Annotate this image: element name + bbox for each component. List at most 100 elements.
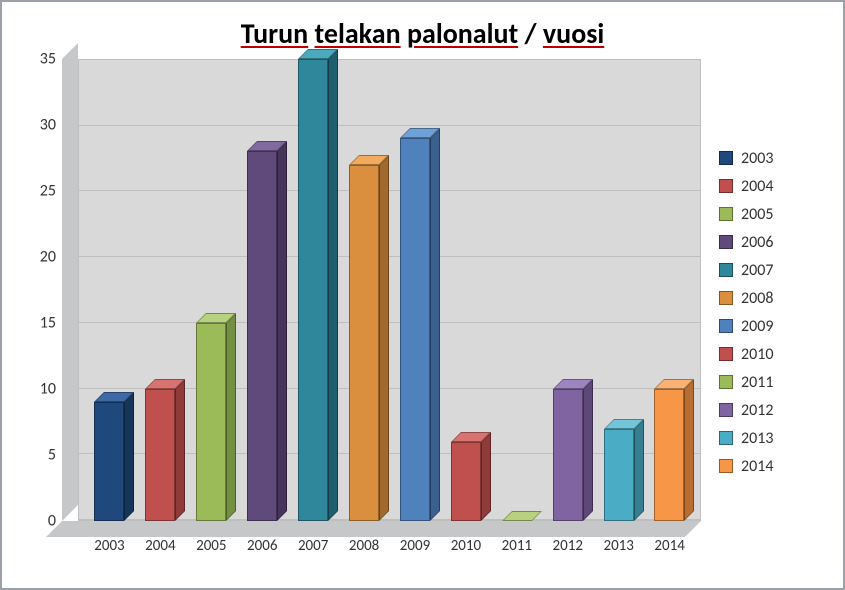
legend-label: 2014 (741, 457, 773, 476)
x-tick: 2006 (237, 537, 288, 565)
bar-side (583, 379, 593, 521)
bar-front (196, 323, 226, 521)
bar (247, 59, 277, 521)
legend-item: 2003 (719, 149, 829, 168)
legend-label: 2010 (741, 345, 773, 364)
bar-side (175, 379, 185, 521)
legend-label: 2008 (741, 289, 773, 308)
legend-item: 2008 (719, 289, 829, 308)
bar (349, 59, 379, 521)
bar-front (604, 429, 634, 521)
bar-side (430, 128, 440, 521)
legend-swatch (719, 459, 733, 473)
bar-top (502, 511, 542, 521)
legend-swatch (719, 151, 733, 165)
title-word-3: palonalut (407, 16, 518, 51)
legend-label: 2012 (741, 401, 773, 420)
bar (145, 59, 175, 521)
legend-label: 2004 (741, 177, 773, 196)
legend-item: 2010 (719, 345, 829, 364)
legend-item: 2005 (719, 205, 829, 224)
y-tick: 25 (40, 182, 56, 201)
x-tick: 2003 (84, 537, 135, 565)
legend-swatch (719, 291, 733, 305)
x-tick: 2007 (288, 537, 339, 565)
legend-item: 2006 (719, 233, 829, 252)
floor (46, 521, 701, 537)
x-tick: 2011 (491, 537, 542, 565)
x-tick: 2005 (186, 537, 237, 565)
y-tick: 20 (40, 248, 56, 267)
legend-swatch (719, 403, 733, 417)
legend-swatch (719, 431, 733, 445)
bar (94, 59, 124, 521)
legend-swatch (719, 207, 733, 221)
legend-swatch (719, 375, 733, 389)
x-tick: 2008 (339, 537, 390, 565)
x-tick: 2014 (644, 537, 695, 565)
y-tick: 35 (40, 50, 56, 69)
bar (654, 59, 684, 521)
bar-side (684, 379, 694, 521)
bar-side (481, 432, 491, 521)
legend-swatch (719, 319, 733, 333)
y-axis: 05101520253035 (16, 59, 62, 565)
bar-front (94, 402, 124, 521)
bar-front (654, 389, 684, 521)
title-word-1: Turun (241, 16, 308, 51)
bar-front (400, 138, 430, 521)
bars-container (78, 59, 701, 521)
legend-item: 2011 (719, 373, 829, 392)
bar-side (277, 141, 287, 521)
x-tick: 2009 (390, 537, 441, 565)
legend-swatch (719, 235, 733, 249)
bar (604, 59, 634, 521)
chart-frame: Turun telakan palonalut / vuosi 05101520… (0, 0, 845, 590)
bar-side (226, 313, 236, 521)
legend-item: 2007 (719, 261, 829, 280)
title-word-4: vuosi (543, 16, 604, 51)
legend-swatch (719, 263, 733, 277)
x-axis: 2003200420052006200720082009201020112012… (62, 537, 701, 565)
y-tick: 10 (40, 380, 56, 399)
legend-label: 2005 (741, 205, 773, 224)
bar-front (145, 389, 175, 521)
bar-side (379, 155, 389, 521)
bar (196, 59, 226, 521)
chart-title: Turun telakan palonalut / vuosi (16, 16, 829, 51)
legend-item: 2009 (719, 317, 829, 336)
bar-front (247, 151, 277, 521)
left-wall (62, 43, 78, 521)
bar-side (634, 419, 644, 521)
legend-item: 2004 (719, 177, 829, 196)
bar (298, 59, 328, 521)
x-tick: 2013 (593, 537, 644, 565)
bar (400, 59, 430, 521)
x-tick: 2012 (542, 537, 593, 565)
legend-label: 2011 (741, 373, 773, 392)
legend-swatch (719, 179, 733, 193)
bar-front (553, 389, 583, 521)
plot-3d (62, 59, 701, 537)
legend-item: 2013 (719, 429, 829, 448)
plot-wrap: 2003200420052006200720082009201020112012… (62, 59, 701, 565)
legend-label: 2013 (741, 429, 773, 448)
legend-label: 2007 (741, 261, 773, 280)
bar-front (451, 442, 481, 521)
legend-label: 2003 (741, 149, 773, 168)
bar (502, 59, 532, 521)
x-tick: 2010 (440, 537, 491, 565)
y-tick: 15 (40, 314, 56, 333)
chart-area: 05101520253035 2003200420052006200720082… (16, 59, 701, 565)
y-tick: 5 (48, 446, 56, 465)
bar-side (124, 392, 134, 521)
bar-front (349, 165, 379, 521)
y-tick: 30 (40, 116, 56, 135)
chart-row: 05101520253035 2003200420052006200720082… (16, 59, 829, 565)
title-sep: / (525, 16, 537, 51)
bar (451, 59, 481, 521)
legend-label: 2009 (741, 317, 773, 336)
legend: 2003 2004 2005 2006 2007 2008 2009 2010 2011 2012… (701, 59, 829, 565)
bar-side (328, 49, 338, 521)
legend-item: 2012 (719, 401, 829, 420)
